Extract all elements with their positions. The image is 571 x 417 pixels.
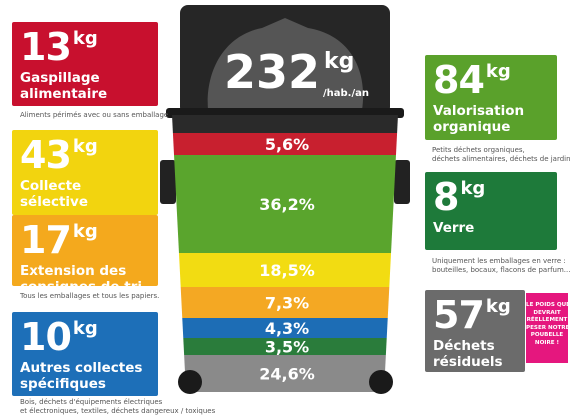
bin-unit: kg xyxy=(324,49,354,74)
card-label-line: Valorisation xyxy=(433,103,549,119)
card-unit: kg xyxy=(73,318,98,339)
segment-label: 5,6% xyxy=(265,135,309,154)
card-amount: 57 xyxy=(433,293,484,337)
card-label: Verre xyxy=(433,220,549,236)
card-amount: 13 xyxy=(20,25,71,69)
card-unit: kg xyxy=(73,136,98,157)
segment-label: 18,5% xyxy=(259,261,315,280)
card-note: Uniquement les emballages en verre :bout… xyxy=(432,257,570,275)
callout-line: PESER NOTRE xyxy=(526,325,568,333)
card-label-line: spécifiques xyxy=(20,376,150,392)
segment-label: 3,5% xyxy=(265,338,309,357)
card-label-line: Autres collectes xyxy=(20,360,150,376)
bin-band xyxy=(160,115,410,133)
card-amount: 17 xyxy=(20,218,71,262)
card-unit: kg xyxy=(486,296,511,317)
segment-label: 7,3% xyxy=(265,294,309,313)
card-note: Aliments périmés avec ou sans emballage xyxy=(20,111,168,120)
page: {"bin": {"total": "232", "unit": "kg", "… xyxy=(0,0,571,417)
bin-handle xyxy=(160,160,176,204)
note-line: Uniquement les emballages en verre : xyxy=(432,257,570,266)
card-note: Petits déchets organiques,déchets alimen… xyxy=(432,146,571,164)
wheel xyxy=(178,370,202,394)
card-label-line: Verre xyxy=(433,220,549,236)
card-unit: kg xyxy=(460,178,485,199)
card-label-line: Collecte xyxy=(20,178,150,194)
segment-label: 4,3% xyxy=(265,319,309,338)
card-amount: 84 xyxy=(433,58,484,102)
card-label-line: sélective xyxy=(20,194,150,210)
card-label-line: organique xyxy=(433,119,549,135)
card-amount: 43 xyxy=(20,133,71,177)
infographic: 232 kg /hab./an 5,6% 36,2% 18,5% 7,3% 4,3%3,… xyxy=(0,0,571,417)
card-label-line: Gaspillage xyxy=(20,70,150,86)
note-line: Aliments périmés avec ou sans emballage xyxy=(20,111,168,120)
segment-label: 24,6% xyxy=(259,365,315,384)
bin-per: /hab./an xyxy=(323,88,369,99)
bin-total: 232 xyxy=(224,45,320,99)
note-line: bouteilles, bocaux, flacons de parfum... xyxy=(432,266,570,275)
note-line: déchets alimentaires, déchets de jardin xyxy=(432,155,571,164)
note-line: et électroniques, textiles, déchets dang… xyxy=(20,407,215,416)
card-note: Tous les emballages et tous les papiers. xyxy=(20,292,159,301)
card-unit: kg xyxy=(73,221,98,242)
note-line: Bois, déchets d'équipements électriques xyxy=(20,398,215,407)
card-unit: kg xyxy=(73,28,98,49)
wheel xyxy=(369,370,393,394)
callout-line: LE POIDS QUE xyxy=(526,302,568,310)
callout-line: NOIRE ! xyxy=(526,340,568,348)
card-unit: kg xyxy=(486,61,511,82)
card-label-line: Extension des xyxy=(20,263,150,279)
segment-label: 36,2% xyxy=(259,195,315,214)
callout-line: POUBELLE xyxy=(526,332,568,340)
card-label-line: alimentaire xyxy=(20,86,150,102)
bin-handle xyxy=(394,160,410,204)
card-amount: 8 xyxy=(433,175,458,219)
card-label-line: résiduels xyxy=(433,354,517,370)
card-amount: 10 xyxy=(20,315,71,359)
note-line: Tous les emballages et tous les papiers. xyxy=(20,292,159,301)
card-label-line: Déchets xyxy=(433,338,517,354)
note-line: Petits déchets organiques, xyxy=(432,146,571,155)
callout-line: RÉELLEMENT xyxy=(526,317,568,325)
